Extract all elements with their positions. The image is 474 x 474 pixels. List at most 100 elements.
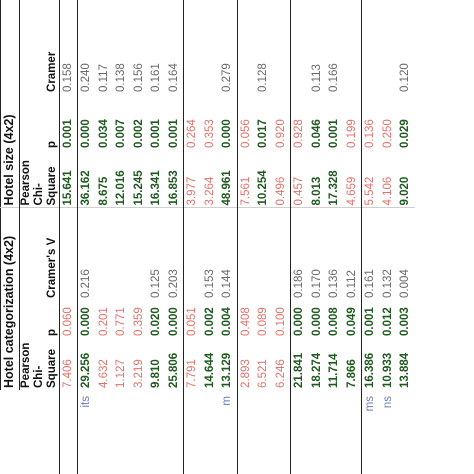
header-p-1: p	[19, 300, 59, 338]
cramers-value-2: 0.279	[219, 0, 237, 94]
row-label: its	[80, 396, 92, 408]
header-pearson-2: Pearson Chi-Square	[19, 149, 59, 208]
pearson-value-2: 36.162	[80, 170, 92, 206]
cramers-value-1	[95, 207, 113, 300]
pearson-value-2: 17.328	[328, 170, 340, 206]
p-value-2: 0.029	[399, 119, 411, 148]
pearson-value-2: 16.341	[150, 170, 162, 206]
p-value-2: 0.056	[239, 119, 252, 148]
pearson-value-1: 21.841	[293, 352, 305, 388]
p-value-2: 0.353	[203, 119, 216, 148]
cramers-value-2: 0.128	[257, 63, 269, 92]
pearson-value-1: 1.127	[115, 359, 127, 388]
table-row: m 13.129 0.004 0.144 48.961 0.000 0.279	[219, 0, 237, 474]
pearson-value-2: 48.961	[219, 149, 237, 208]
p-value-1: 0.002	[203, 307, 216, 336]
pearson-value-1: 6.521	[257, 359, 269, 388]
pearson-value-1: 11.714	[328, 353, 340, 388]
row-label	[397, 390, 415, 474]
cramers-value-2	[291, 0, 309, 94]
p-value-1: 0.051	[186, 307, 198, 336]
cramers-value-2	[272, 0, 291, 94]
table-row: 3.219 0.359 15.245 0.002 0.156	[130, 0, 148, 474]
pearson-value-2: 0.457	[293, 176, 305, 206]
pearson-value-1: 18.274	[310, 352, 323, 388]
cramers-value-1: 0.132	[379, 207, 397, 300]
pearson-value-1: 3.219	[132, 359, 145, 388]
table-body: 7.406 0.060 15.641 0.001 0.158 its 29.256 0.000…	[59, 0, 415, 474]
p-value-2: 0.136	[364, 119, 376, 148]
cramers-value-1: 0.144	[219, 207, 237, 300]
group-header-hotel-size: Hotel size (4x2)	[0, 0, 19, 208]
cramers-value-2: 0.120	[399, 63, 411, 92]
table-row: its 29.256 0.000 0.216 36.162 0.000 0.240	[77, 0, 96, 474]
pearson-value-1: 13.884	[399, 352, 411, 388]
row-label	[291, 390, 309, 474]
row-label	[96, 390, 114, 474]
p-value-1: 0.012	[381, 307, 394, 336]
cramers-value-1	[255, 207, 273, 300]
cramers-value-2	[237, 0, 255, 94]
pearson-value-2: 15.641	[59, 149, 78, 208]
row-label	[272, 390, 291, 474]
cramers-value-1: 0.136	[326, 207, 344, 300]
pearson-value-1: 13.129	[219, 338, 237, 390]
pearson-value-1: 6.246	[272, 338, 291, 390]
p-value-2: 0.001	[59, 93, 78, 150]
pearson-value-2: 10.254	[257, 170, 269, 206]
row-label	[165, 390, 184, 474]
row-label	[202, 390, 220, 474]
group-header-hotel-categorization: Hotel categorization (4x2)	[0, 207, 19, 390]
cramers-value-2: 0.113	[310, 64, 323, 92]
p-value-1: 0.001	[364, 307, 376, 336]
cramers-value-1: 0.161	[361, 207, 380, 300]
p-value-1: 0.359	[132, 307, 145, 336]
table-row: 9.810 0.020 0.125 16.341 0.001 0.161	[148, 0, 166, 474]
table-row: 14.644 0.002 0.153 3.264 0.353	[201, 0, 220, 474]
cramers-value-1	[59, 207, 78, 300]
p-value-2: 0.001	[165, 93, 184, 150]
pearson-value-2: 5.542	[364, 176, 376, 206]
p-value-2: 0.000	[219, 93, 237, 150]
pearson-value-1: 29.256	[80, 352, 92, 388]
table-row: 7.866 0.049 0.112 4.659 0.199	[343, 0, 362, 474]
row-label	[184, 390, 202, 474]
p-value-2: 0.000	[80, 119, 92, 148]
table-row: 4.632 0.201 8.675 0.034 0.117	[95, 0, 114, 474]
row-label	[113, 390, 131, 474]
pearson-value-1: 7.866	[343, 338, 362, 390]
table-row: 7.406 0.060 15.641 0.001 0.158	[59, 0, 78, 474]
pearson-value-1: 14.644	[203, 352, 216, 388]
table-row: 2.893 0.408 7.561 0.056	[237, 0, 255, 474]
row-label: m	[219, 390, 237, 474]
table-row: 11.714 0.008 0.136 17.328 0.001 0.166	[326, 0, 344, 474]
p-value-2: 0.001	[328, 119, 340, 148]
pearson-value-2: 0.496	[272, 149, 291, 208]
p-value-2: 0.007	[115, 119, 127, 148]
table-row: 6.246 0.100 0.496 0.920	[272, 0, 291, 474]
cramers-value-2: 0.164	[165, 0, 184, 94]
p-value-2: 0.017	[257, 119, 269, 148]
table-row: 13.884 0.003 0.004 9.020 0.029 0.120	[397, 0, 415, 474]
p-value-1: 0.000	[165, 300, 184, 338]
cramers-value-2: 0.166	[328, 63, 340, 92]
p-value-2: 0.928	[293, 119, 305, 148]
cramers-value-1: 0.125	[148, 207, 166, 300]
pearson-value-1: 25.806	[165, 338, 184, 390]
p-value-2: 0.250	[381, 119, 394, 148]
pearson-value-1: 4.632	[97, 359, 110, 388]
header-cramers-2: Cramer	[19, 0, 59, 94]
cramers-value-2	[362, 0, 380, 94]
pearson-value-2: 4.106	[381, 176, 394, 206]
p-value-1: 0.008	[328, 307, 340, 336]
cramers-value-2	[343, 0, 362, 94]
pearson-value-2: 4.659	[343, 149, 362, 208]
table-row: 25.806 0.000 0.203 16.853 0.001 0.164	[165, 0, 184, 474]
header-pearson-1: Pearson Chi-Square	[19, 338, 59, 390]
p-value-1: 0.089	[257, 307, 269, 336]
p-value-2: 0.001	[150, 119, 162, 148]
row-label: ns	[381, 396, 394, 409]
pearson-value-1: 7.791	[186, 359, 198, 388]
pearson-value-2: 9.020	[399, 176, 411, 206]
pearson-value-2: 16.853	[165, 149, 184, 208]
